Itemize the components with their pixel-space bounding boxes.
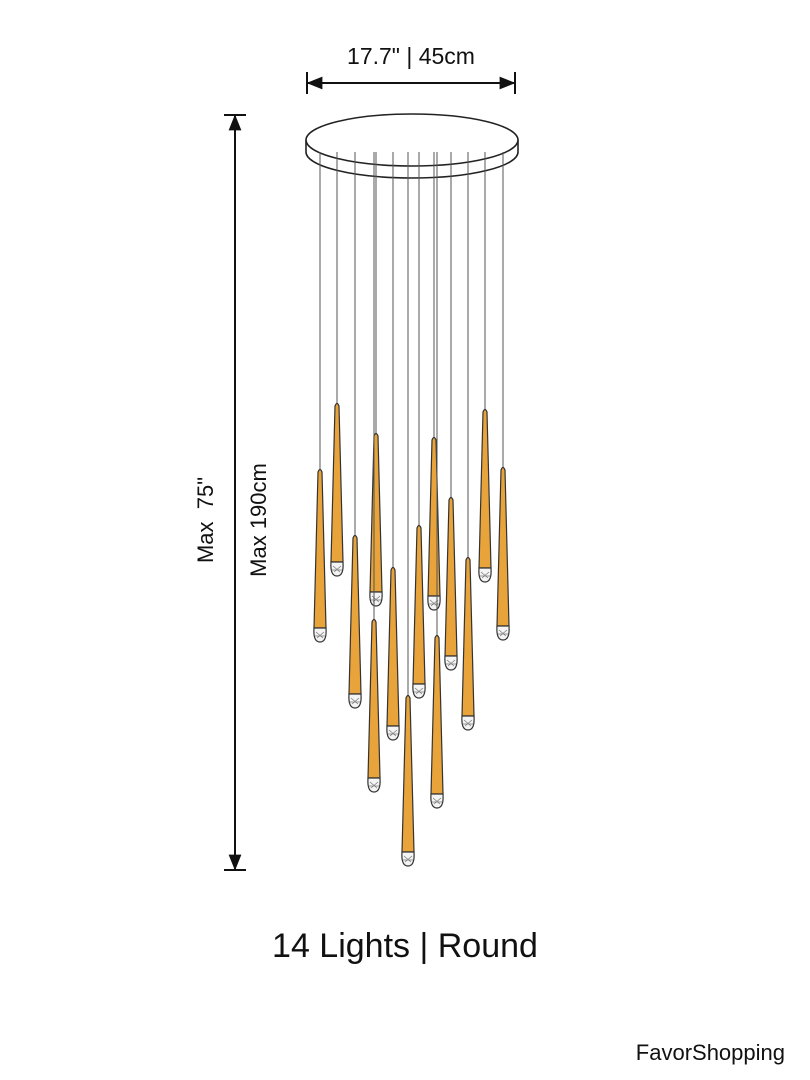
- pendant-body: [412, 524, 426, 685]
- pendant-body: [401, 694, 415, 853]
- width-dimension: [306, 72, 516, 94]
- pendant-facets: [332, 565, 342, 573]
- height-cm-label: Max 190cm: [246, 463, 271, 577]
- pendant-facets: [414, 687, 424, 695]
- pendants: [313, 152, 510, 867]
- pendant-body: [444, 496, 458, 657]
- width-label: 17.7" | 45cm: [347, 43, 475, 69]
- height-inch-label: Max 75": [193, 477, 218, 563]
- canopy: [305, 113, 519, 179]
- pendant-body: [369, 432, 383, 593]
- pendant-facets: [463, 719, 473, 727]
- pendant-body: [367, 618, 381, 779]
- pendant-facets: [369, 781, 379, 789]
- pendant-body: [330, 402, 344, 563]
- pendant-facets: [388, 729, 398, 737]
- pendant-facets: [432, 797, 442, 805]
- pendant-body: [478, 408, 492, 569]
- pendant-facets: [480, 571, 490, 579]
- pendant-body: [461, 556, 475, 717]
- height-dimension: [224, 114, 246, 871]
- brand: FavorShopping: [636, 1040, 785, 1065]
- pendant-facets: [498, 629, 508, 637]
- pendant-body: [313, 468, 327, 629]
- pendant-body: [386, 566, 400, 727]
- pendant-facets: [315, 631, 325, 639]
- pendant-body: [427, 436, 441, 597]
- pendant-body: [496, 466, 510, 627]
- pendant-facets: [350, 697, 360, 705]
- caption: 14 Lights | Round: [272, 927, 538, 965]
- pendant-body: [430, 634, 444, 795]
- pendant-facets: [403, 855, 413, 863]
- pendant-facets: [446, 659, 456, 667]
- pendant-body: [348, 534, 362, 695]
